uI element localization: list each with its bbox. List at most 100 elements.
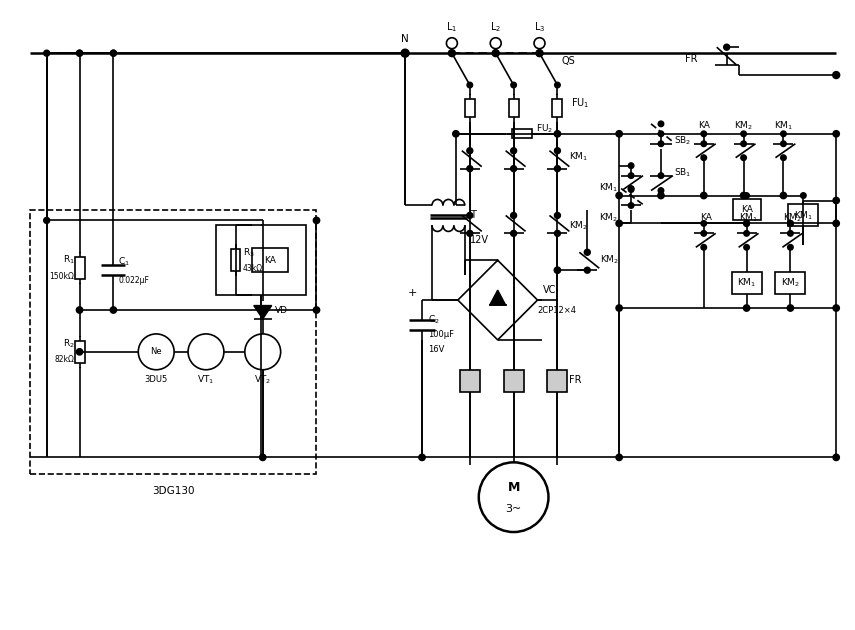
Circle shape bbox=[510, 148, 516, 154]
Text: KM$_1$: KM$_1$ bbox=[737, 277, 756, 289]
Circle shape bbox=[245, 334, 280, 370]
Circle shape bbox=[446, 38, 457, 49]
Bar bbox=[30, 210, 316, 474]
Circle shape bbox=[554, 166, 560, 171]
Circle shape bbox=[467, 231, 473, 236]
Circle shape bbox=[628, 186, 634, 192]
Text: KM$_1$: KM$_1$ bbox=[598, 181, 618, 194]
Circle shape bbox=[139, 334, 174, 370]
Text: SB$_2$: SB$_2$ bbox=[674, 135, 692, 147]
Circle shape bbox=[492, 50, 498, 56]
Bar bbox=[788, 205, 818, 226]
Circle shape bbox=[628, 163, 634, 168]
Text: L$_1$: L$_1$ bbox=[446, 20, 457, 34]
Circle shape bbox=[44, 50, 50, 56]
Circle shape bbox=[110, 307, 116, 313]
Circle shape bbox=[510, 231, 516, 236]
Text: VT$_1$: VT$_1$ bbox=[198, 374, 215, 386]
Text: M: M bbox=[507, 481, 520, 494]
Circle shape bbox=[76, 348, 83, 355]
Circle shape bbox=[658, 173, 663, 178]
Circle shape bbox=[628, 203, 634, 209]
Bar bbox=[511, 129, 532, 138]
Text: FU$_2$: FU$_2$ bbox=[535, 123, 553, 135]
Polygon shape bbox=[254, 306, 272, 319]
Circle shape bbox=[616, 305, 622, 311]
Circle shape bbox=[467, 166, 473, 171]
Bar bbox=[216, 226, 305, 295]
Circle shape bbox=[510, 83, 516, 88]
Circle shape bbox=[77, 50, 83, 56]
Circle shape bbox=[313, 217, 320, 224]
Circle shape bbox=[833, 72, 840, 79]
Circle shape bbox=[449, 50, 455, 56]
Text: +: + bbox=[408, 288, 417, 298]
Circle shape bbox=[744, 231, 749, 236]
Circle shape bbox=[787, 220, 793, 226]
Circle shape bbox=[510, 166, 516, 171]
Bar bbox=[74, 257, 85, 279]
Text: FU$_1$: FU$_1$ bbox=[571, 96, 590, 110]
Text: R$_1$: R$_1$ bbox=[62, 254, 74, 266]
Circle shape bbox=[616, 220, 622, 227]
Circle shape bbox=[781, 155, 787, 161]
Circle shape bbox=[740, 192, 746, 198]
Bar bbox=[509, 99, 519, 117]
Circle shape bbox=[701, 220, 706, 226]
Bar bbox=[732, 272, 762, 294]
Text: VD: VD bbox=[274, 306, 287, 314]
Circle shape bbox=[452, 130, 459, 137]
Circle shape bbox=[781, 131, 787, 137]
Text: 2CP12×4: 2CP12×4 bbox=[538, 306, 576, 314]
Circle shape bbox=[833, 454, 840, 461]
Text: L$_2$: L$_2$ bbox=[490, 20, 501, 34]
Text: 3DG130: 3DG130 bbox=[152, 486, 194, 496]
Circle shape bbox=[448, 50, 456, 57]
Circle shape bbox=[701, 231, 706, 236]
Circle shape bbox=[701, 131, 706, 137]
Circle shape bbox=[490, 38, 501, 49]
Text: N: N bbox=[401, 34, 409, 44]
Circle shape bbox=[658, 131, 663, 137]
Text: KA: KA bbox=[698, 122, 710, 130]
Text: 3DU5: 3DU5 bbox=[144, 375, 168, 384]
Circle shape bbox=[800, 193, 806, 198]
Text: R$_2$: R$_2$ bbox=[62, 338, 74, 350]
Bar bbox=[465, 99, 475, 117]
Text: 82kΩ: 82kΩ bbox=[55, 355, 74, 364]
Circle shape bbox=[787, 305, 793, 311]
Circle shape bbox=[628, 173, 634, 178]
Text: KA: KA bbox=[263, 256, 275, 265]
Circle shape bbox=[701, 155, 706, 161]
Circle shape bbox=[510, 212, 516, 219]
Circle shape bbox=[658, 121, 663, 127]
Circle shape bbox=[554, 267, 561, 273]
Circle shape bbox=[740, 155, 746, 161]
Circle shape bbox=[554, 148, 560, 154]
Circle shape bbox=[110, 50, 116, 56]
Circle shape bbox=[260, 454, 266, 461]
Circle shape bbox=[313, 307, 320, 313]
Text: 150kΩ: 150kΩ bbox=[50, 272, 74, 281]
Bar bbox=[74, 341, 85, 363]
Text: KM$_2$: KM$_2$ bbox=[569, 219, 588, 232]
Bar bbox=[547, 370, 568, 392]
Text: 3~: 3~ bbox=[505, 504, 522, 514]
Circle shape bbox=[740, 141, 746, 147]
Text: Ne: Ne bbox=[150, 347, 162, 357]
Bar bbox=[460, 370, 480, 392]
Circle shape bbox=[740, 131, 746, 137]
Circle shape bbox=[402, 50, 408, 56]
Circle shape bbox=[467, 148, 473, 154]
Circle shape bbox=[787, 244, 793, 250]
Circle shape bbox=[787, 231, 793, 236]
Text: KM$_1$: KM$_1$ bbox=[739, 211, 758, 224]
Circle shape bbox=[584, 249, 590, 255]
Circle shape bbox=[700, 192, 707, 198]
Circle shape bbox=[616, 454, 622, 461]
Circle shape bbox=[616, 192, 622, 198]
Circle shape bbox=[658, 141, 663, 147]
Text: SB$_1$: SB$_1$ bbox=[674, 166, 692, 179]
Bar bbox=[552, 99, 563, 117]
Bar bbox=[251, 248, 287, 272]
